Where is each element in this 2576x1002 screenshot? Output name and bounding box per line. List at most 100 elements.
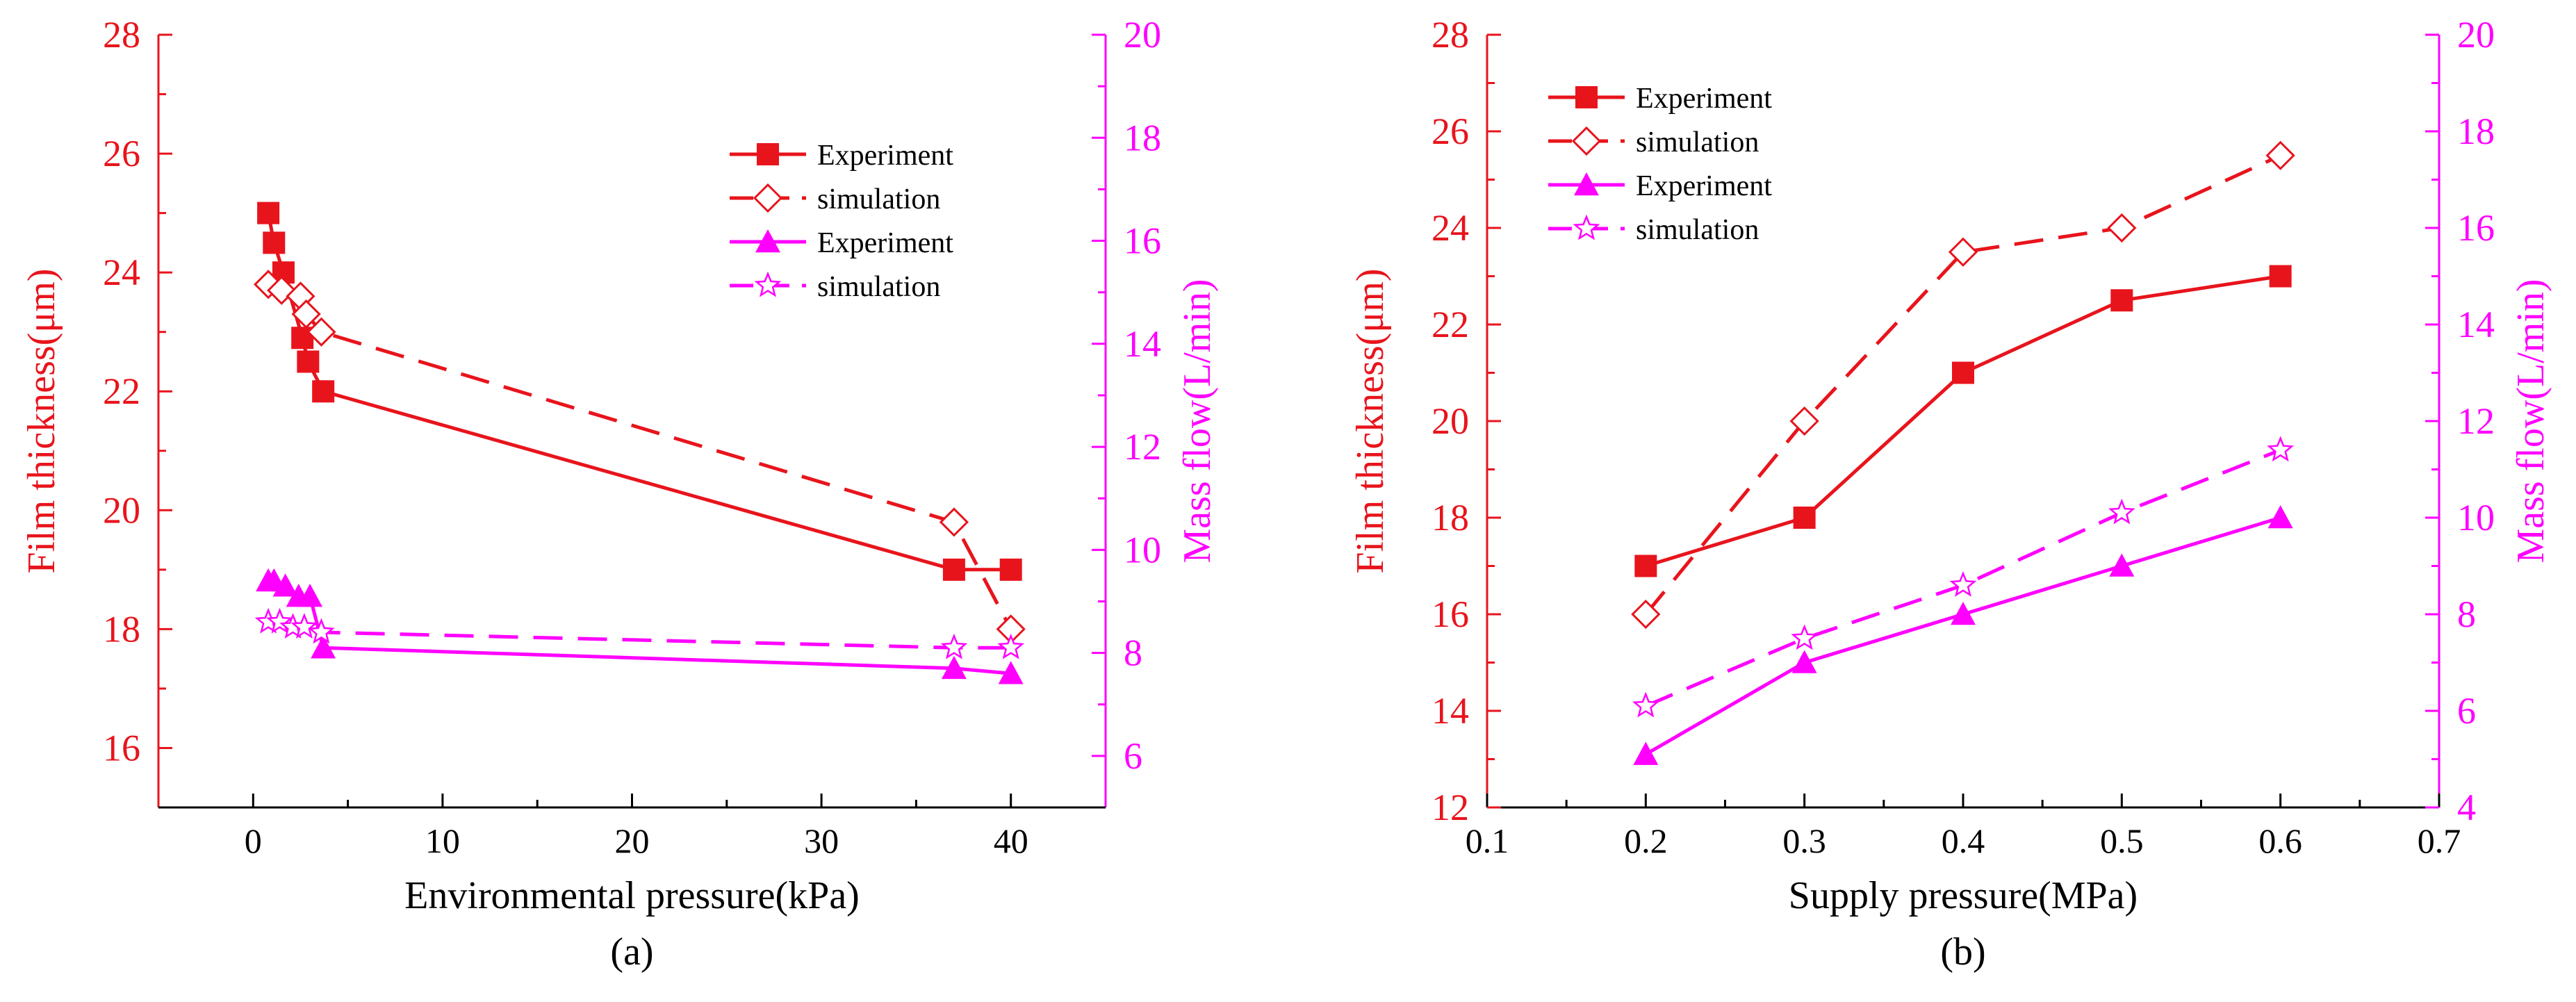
data-point	[1949, 570, 1977, 597]
legend-entry: Experiment	[817, 227, 953, 259]
chart-panel-1: 0.1 0.2 0.3 0.4 0.5 0.6 0.7 12 14 16 18 20 22 24 26 28 4…	[1349, 14, 2552, 974]
y2-tick-label: 6	[2457, 690, 2476, 732]
data-point	[1791, 624, 1818, 650]
y2-tick-label: 18	[1124, 117, 1161, 158]
data-point	[2267, 505, 2293, 529]
y-tick-label: 26	[103, 133, 140, 174]
y-tick-label: 18	[1431, 497, 1469, 539]
x-tick-label: 0.6	[2258, 821, 2302, 860]
legend-entry: simulation	[1636, 126, 1759, 158]
series-0	[1634, 265, 2292, 577]
y2-tick-label: 18	[2457, 110, 2495, 152]
data-point	[2107, 213, 2137, 243]
data-point	[2265, 140, 2295, 170]
series-line	[268, 620, 1011, 650]
y2-tick-label: 20	[1124, 14, 1161, 56]
series-line	[268, 579, 1011, 675]
series-1	[253, 270, 1026, 644]
x-tick-label: 0	[245, 821, 262, 860]
legend: Experiment simulation Experiment simulation	[1548, 83, 1772, 246]
data-point	[1789, 406, 1819, 436]
chart-panel-0: 0 10 20 30 40 16 18 20 22 24 26 28 6 8 10 12 14 16 18 20 Fil…	[20, 14, 1219, 974]
x-tick-label: 40	[994, 821, 1028, 860]
x-tick-label: 0.4	[1942, 821, 1985, 860]
y-tick-label: 18	[103, 608, 140, 650]
legend-marker	[753, 183, 783, 213]
legend-marker	[755, 229, 780, 253]
data-point	[306, 317, 336, 347]
series-2	[256, 568, 1024, 684]
y-tick-label: 22	[103, 370, 140, 412]
data-point	[1791, 650, 1817, 673]
x-axis-label: Environmental pressure(kPa)	[404, 874, 860, 917]
data-point	[1632, 691, 1659, 718]
y-tick-label: 24	[1431, 207, 1469, 249]
series-line	[266, 213, 1011, 572]
data-point	[2269, 265, 2292, 288]
y2-tick-label: 14	[2457, 304, 2495, 345]
legend-entry: Experiment	[1636, 83, 1772, 115]
legend-marker	[1571, 126, 1602, 156]
data-point	[1948, 237, 1978, 267]
data-point	[998, 661, 1024, 684]
y-axis-label: Film thickness(μm)	[1349, 268, 1392, 573]
data-point	[997, 633, 1025, 659]
y2-tick-label: 4	[2457, 787, 2476, 828]
y-tick-label: 22	[1431, 304, 1469, 345]
data-point	[1793, 507, 1816, 529]
y2-tick-label: 16	[1124, 220, 1161, 262]
x-tick-label: 0.7	[2418, 821, 2461, 860]
y-tick-label: 14	[1431, 690, 1469, 732]
series-line	[1645, 516, 2281, 756]
y2-tick-label: 14	[1124, 323, 1161, 365]
legend-marker	[1575, 86, 1598, 108]
series-0	[257, 202, 1022, 581]
y-axis-label: Film thickness(μm)	[20, 268, 63, 573]
legend-entry: Experiment	[817, 140, 953, 172]
legend-entry: Experiment	[1636, 170, 1772, 202]
y2-tick-label: 10	[1124, 529, 1161, 570]
y-tick-label: 24	[103, 252, 140, 293]
data-point	[291, 299, 321, 329]
y-tick-label: 16	[1431, 593, 1469, 635]
series-line	[1645, 274, 2281, 568]
data-point	[939, 507, 969, 537]
y2-tick-label: 12	[1124, 426, 1161, 468]
x-tick-label: 10	[425, 821, 460, 860]
data-point	[312, 380, 335, 403]
chart-caption: (a)	[610, 930, 653, 974]
data-point	[297, 350, 320, 373]
data-point	[942, 558, 965, 581]
x-tick-label: 0.3	[1782, 821, 1826, 860]
y-tick-label: 28	[1431, 14, 1469, 56]
y2-tick-label: 8	[1124, 632, 1142, 674]
legend-marker	[754, 271, 782, 297]
y-tick-label: 20	[103, 489, 140, 531]
data-point	[2108, 498, 2135, 525]
data-point	[257, 202, 280, 224]
data-point	[290, 613, 318, 639]
y2-tick-label: 20	[2457, 14, 2495, 56]
data-point	[272, 573, 298, 597]
x-tick-label: 0.5	[2100, 821, 2144, 860]
data-point	[308, 618, 335, 644]
y2-tick-label: 8	[2457, 593, 2476, 635]
legend-marker	[1573, 214, 1600, 240]
y-tick-label: 12	[1431, 787, 1469, 828]
y2-axis-label: Mass flow(L/min)	[1176, 279, 1219, 563]
data-point	[1633, 741, 1659, 765]
data-point	[1951, 602, 1976, 625]
legend-marker	[1574, 172, 1599, 196]
x-axis-label: Supply pressure(MPa)	[1789, 874, 2138, 917]
x-tick-label: 20	[615, 821, 650, 860]
data-point	[941, 655, 967, 680]
y-tick-label: 20	[1431, 400, 1469, 442]
legend-entry: simulation	[817, 183, 940, 215]
x-tick-label: 0.2	[1624, 821, 1668, 860]
y2-tick-label: 16	[2457, 207, 2495, 249]
series-line	[268, 283, 1012, 630]
series-3	[1632, 436, 2294, 718]
data-point	[2109, 553, 2135, 577]
